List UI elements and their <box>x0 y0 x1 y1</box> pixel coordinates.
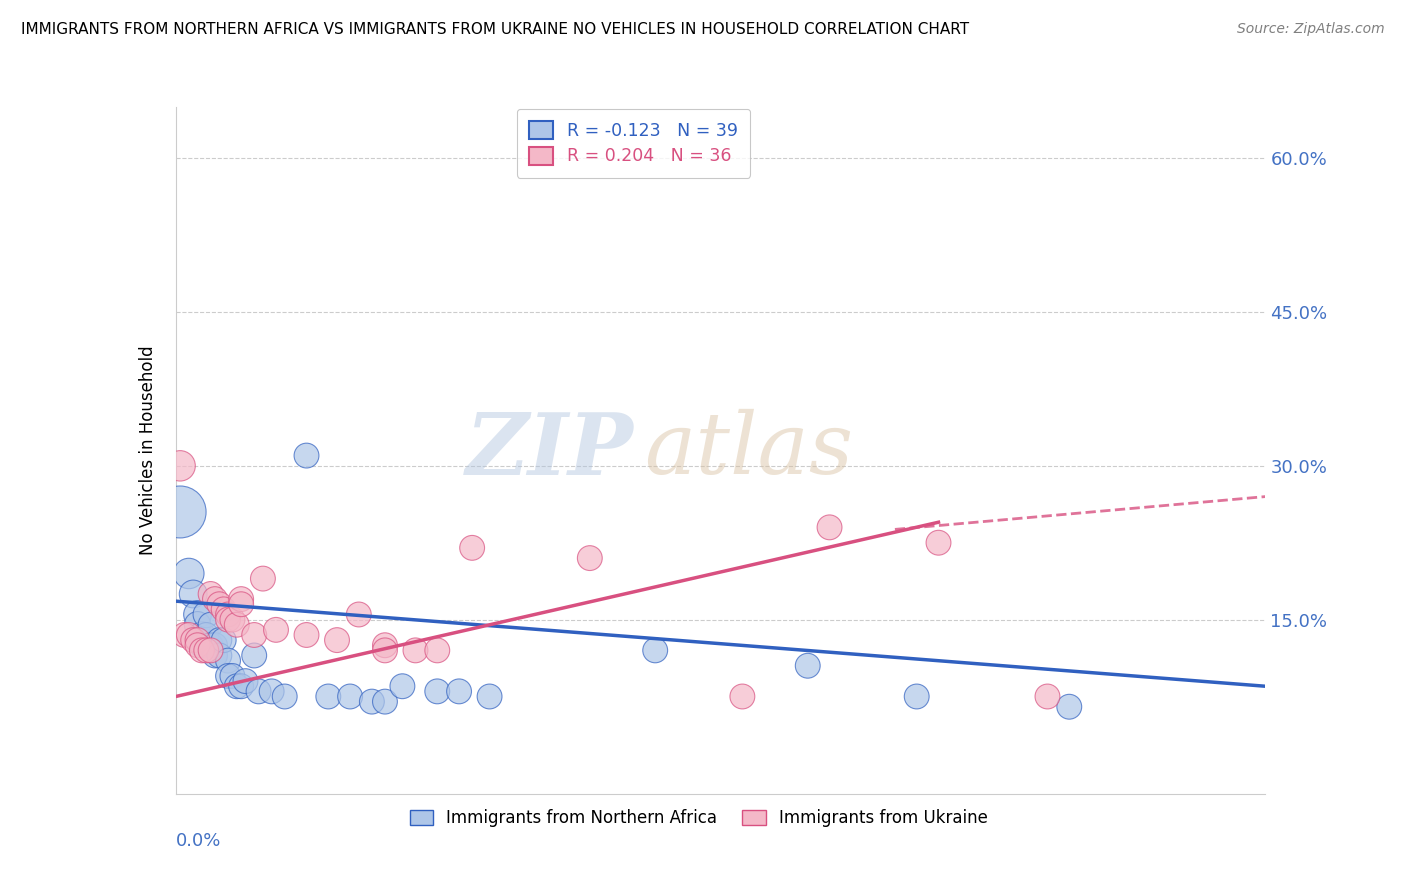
Point <box>461 541 484 555</box>
Point <box>478 690 501 704</box>
Point <box>405 643 427 657</box>
Point <box>295 449 318 463</box>
Point <box>1036 690 1059 704</box>
Point <box>231 679 253 693</box>
Y-axis label: No Vehicles in Household: No Vehicles in Household <box>139 345 157 556</box>
Point <box>374 638 396 652</box>
Point <box>339 690 361 704</box>
Point <box>391 679 413 693</box>
Point <box>204 592 226 607</box>
Point <box>426 684 449 698</box>
Point <box>579 551 602 566</box>
Point <box>318 690 340 704</box>
Legend: Immigrants from Northern Africa, Immigrants from Ukraine: Immigrants from Northern Africa, Immigra… <box>404 802 994 834</box>
Point <box>186 617 209 632</box>
Point <box>169 458 191 473</box>
Point <box>264 623 287 637</box>
Point <box>231 597 253 611</box>
Point <box>208 648 231 663</box>
Point <box>208 597 231 611</box>
Text: Source: ZipAtlas.com: Source: ZipAtlas.com <box>1237 22 1385 37</box>
Point <box>195 628 218 642</box>
Point <box>905 690 928 704</box>
Point <box>181 587 204 601</box>
Text: ZIP: ZIP <box>465 409 633 492</box>
Point <box>191 643 214 657</box>
Point <box>191 628 214 642</box>
Point <box>217 654 239 668</box>
Point <box>252 572 274 586</box>
Point <box>208 633 231 648</box>
Point <box>225 679 247 693</box>
Point <box>235 674 257 689</box>
Point <box>217 607 239 622</box>
Point <box>212 602 235 616</box>
Point <box>217 669 239 683</box>
Point <box>243 628 266 642</box>
Point <box>186 633 209 648</box>
Point <box>247 684 270 698</box>
Point <box>186 638 209 652</box>
Point <box>186 607 209 622</box>
Point <box>221 613 243 627</box>
Point <box>374 695 396 709</box>
Point <box>818 520 841 534</box>
Point <box>200 643 222 657</box>
Point <box>243 648 266 663</box>
Point <box>204 638 226 652</box>
Point <box>274 690 297 704</box>
Point <box>231 592 253 607</box>
Text: atlas: atlas <box>644 409 853 491</box>
Point <box>177 628 200 642</box>
Point <box>731 690 754 704</box>
Point <box>212 633 235 648</box>
Point <box>191 638 214 652</box>
Point <box>374 643 396 657</box>
Point <box>225 617 247 632</box>
Point <box>200 587 222 601</box>
Point <box>360 695 382 709</box>
Text: IMMIGRANTS FROM NORTHERN AFRICA VS IMMIGRANTS FROM UKRAINE NO VEHICLES IN HOUSEH: IMMIGRANTS FROM NORTHERN AFRICA VS IMMIG… <box>21 22 969 37</box>
Text: 0.0%: 0.0% <box>176 831 221 850</box>
Point <box>177 566 200 581</box>
Point <box>169 505 191 519</box>
Point <box>796 658 818 673</box>
Point <box>217 613 239 627</box>
Point <box>195 607 218 622</box>
Point <box>928 535 950 549</box>
Point <box>326 633 349 648</box>
Point <box>221 669 243 683</box>
Point <box>204 648 226 663</box>
Point <box>347 607 370 622</box>
Point <box>173 628 195 642</box>
Point <box>181 633 204 648</box>
Point <box>447 684 470 698</box>
Point <box>195 643 218 657</box>
Point <box>200 617 222 632</box>
Point <box>200 638 222 652</box>
Point <box>260 684 283 698</box>
Point <box>426 643 449 657</box>
Point <box>295 628 318 642</box>
Point <box>1057 699 1080 714</box>
Point <box>644 643 666 657</box>
